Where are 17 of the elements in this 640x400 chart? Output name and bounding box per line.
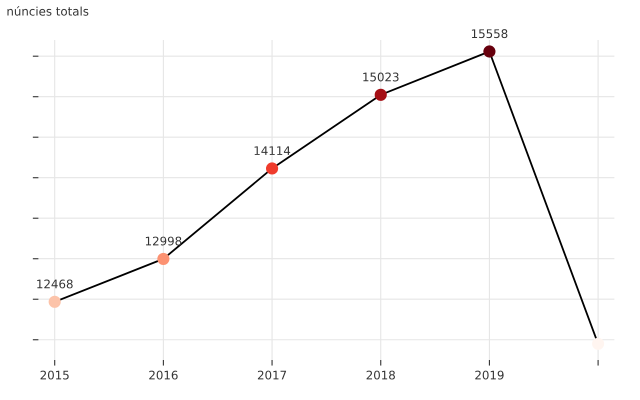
- data-label: 14114: [254, 146, 290, 155]
- point: [483, 45, 496, 58]
- point: [266, 162, 278, 175]
- data-label: 12468: [37, 280, 73, 288]
- point: [592, 338, 604, 350]
- point: [374, 88, 387, 101]
- x-tick-label: 2019: [475, 370, 504, 380]
- x-tick-label: 2018: [366, 370, 395, 380]
- data-label: 12998: [146, 236, 182, 246]
- data-label: 15558: [472, 29, 508, 38]
- y-axis-title: núncies totals: [7, 6, 88, 16]
- x-tick-label: 2016: [149, 370, 178, 380]
- x-tick-label: 2017: [258, 370, 286, 380]
- point: [157, 252, 170, 265]
- data-label: 15023: [363, 72, 399, 82]
- x-tick-label: 2015: [40, 370, 69, 380]
- point: [48, 296, 61, 308]
